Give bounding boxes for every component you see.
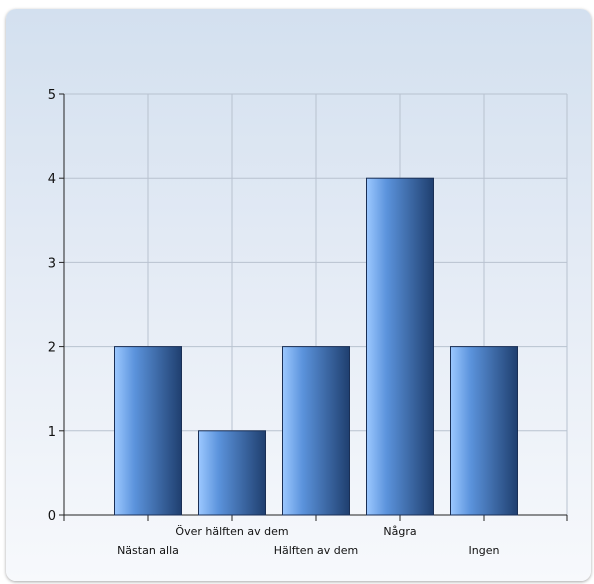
- y-tick-label: 0: [48, 509, 56, 524]
- x-tick-label: Hälften av dem: [274, 544, 359, 557]
- bars: [114, 177, 518, 516]
- y-tick-label: 1: [48, 425, 56, 440]
- y-tick-label: 5: [48, 88, 56, 103]
- y-tick-label: 2: [48, 341, 56, 356]
- bar: [366, 177, 434, 516]
- x-tick-label: Några: [383, 525, 416, 538]
- x-tick-label: Över hälften av dem: [175, 525, 288, 538]
- bar: [282, 346, 350, 516]
- bar: [450, 346, 518, 516]
- y-tick-label: 3: [48, 256, 56, 271]
- x-tick-label: Nästan alla: [117, 544, 179, 557]
- bar: [198, 430, 266, 516]
- tick-labels: 0 1 2 3 4 5 Nästan alla Över hälften av dem Hälf…: [48, 88, 500, 557]
- bar: [114, 346, 182, 516]
- x-tick-label: Ingen: [469, 544, 500, 557]
- y-tick-label: 4: [48, 172, 56, 187]
